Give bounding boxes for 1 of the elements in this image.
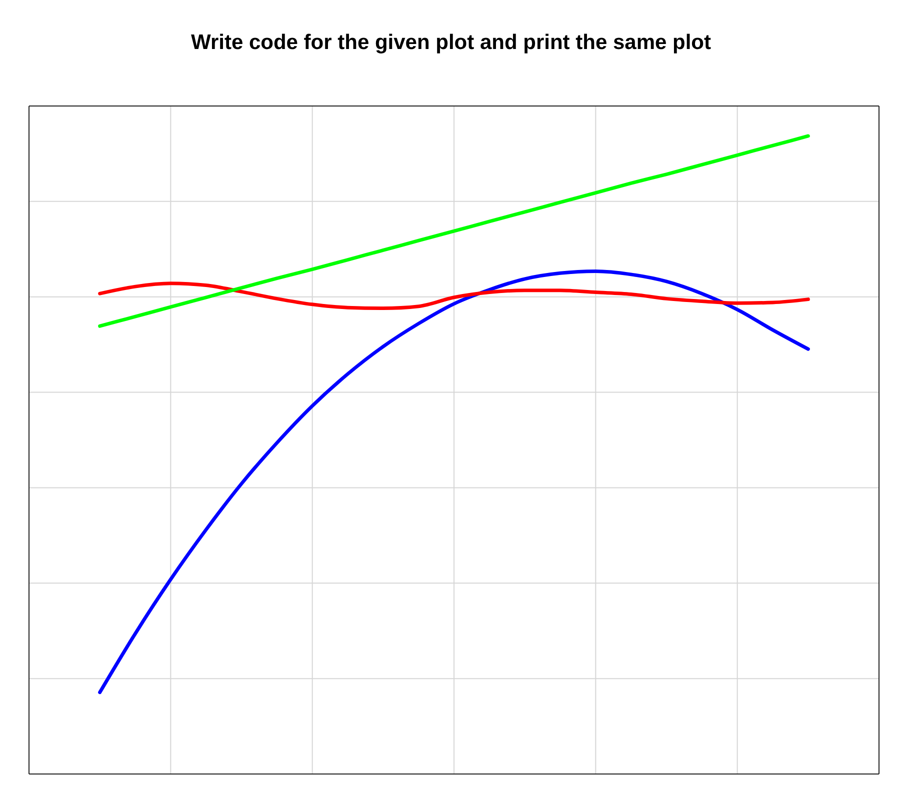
chart-title: Write code for the given plot and print the same plot	[190, 30, 712, 56]
